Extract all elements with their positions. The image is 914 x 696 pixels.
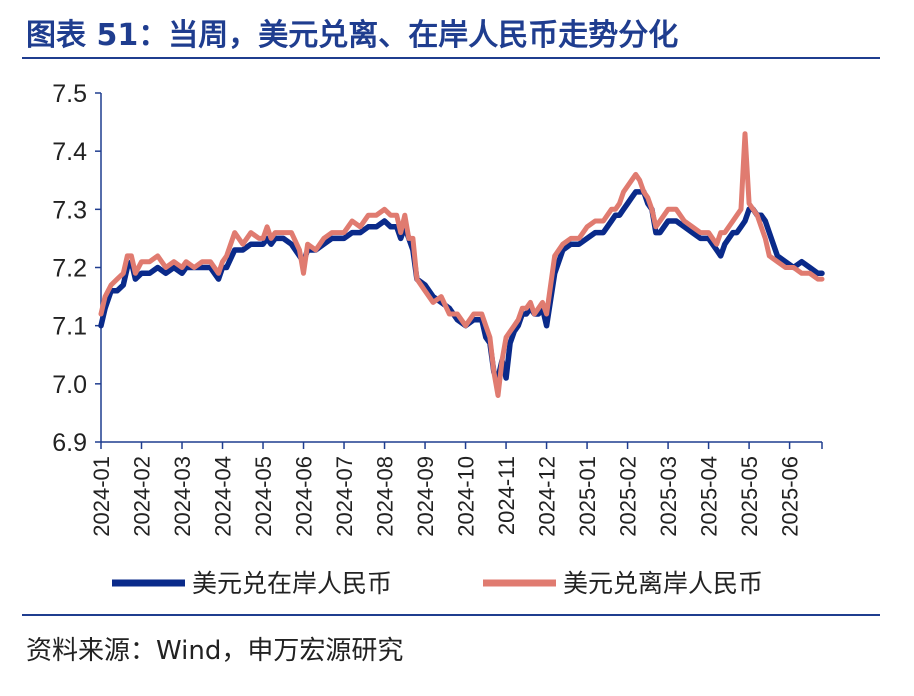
x-tick-label: 2024-03 xyxy=(170,456,195,537)
x-tick-label: 2025-03 xyxy=(656,456,681,537)
y-tick-label: 7.4 xyxy=(52,138,87,166)
x-tick-label: 2024-01 xyxy=(89,456,114,537)
x-tick-label: 2024-04 xyxy=(211,456,236,537)
x-tick-label: 2024-11 xyxy=(494,456,519,535)
x-tick-label: 2024-12 xyxy=(535,456,560,537)
x-tick-label: 2025-01 xyxy=(575,456,600,537)
x-tick-label: 2025-02 xyxy=(616,456,641,537)
x-tick-label: 2024-06 xyxy=(292,456,317,537)
y-tick-label: 7.1 xyxy=(52,313,87,341)
legend-offshore-label: 美元兑离岸人民币 xyxy=(563,570,763,598)
chart-title: 图表 51：当周，美元兑离、在岸人民币走势分化 xyxy=(26,18,679,53)
y-tick-label: 7.5 xyxy=(52,80,87,108)
line-chart: 6.9 7.0 7.1 7.2 7.3 7.4 7.5 2024-01 2024-02 2024-… xyxy=(52,80,825,598)
x-tick-label: 2024-10 xyxy=(454,456,479,537)
x-tick-label: 2024-09 xyxy=(413,456,438,537)
x-tick-label: 2024-08 xyxy=(373,456,398,537)
source-rule xyxy=(22,614,880,616)
y-tick-label: 7.2 xyxy=(52,255,87,283)
y-tick-label: 6.9 xyxy=(52,429,87,457)
series-line-onshore xyxy=(98,189,825,381)
chart-axes: 6.9 7.0 7.1 7.2 7.3 7.4 7.5 2024-01 2024-02 2024-… xyxy=(52,80,823,537)
x-tick-label: 2024-05 xyxy=(251,456,276,537)
legend-onshore-label: 美元兑在岸人民币 xyxy=(192,570,392,598)
x-tick-label: 2025-06 xyxy=(778,456,803,537)
x-tick-label: 2024-02 xyxy=(130,456,155,537)
x-tick-label: 2025-05 xyxy=(737,456,762,537)
series-lines xyxy=(98,131,825,398)
y-tick-label: 7.0 xyxy=(52,371,87,399)
y-tick-label: 7.3 xyxy=(52,196,87,224)
x-tick-label: 2024-07 xyxy=(332,456,357,537)
title-rule xyxy=(22,57,880,59)
chart-legend: 美元兑在岸人民币 美元兑离岸人民币 xyxy=(112,570,763,598)
series-line-offshore xyxy=(98,131,825,398)
source-note: 资料来源：Wind，申万宏源研究 xyxy=(26,636,404,666)
x-tick-label: 2025-04 xyxy=(697,456,722,537)
